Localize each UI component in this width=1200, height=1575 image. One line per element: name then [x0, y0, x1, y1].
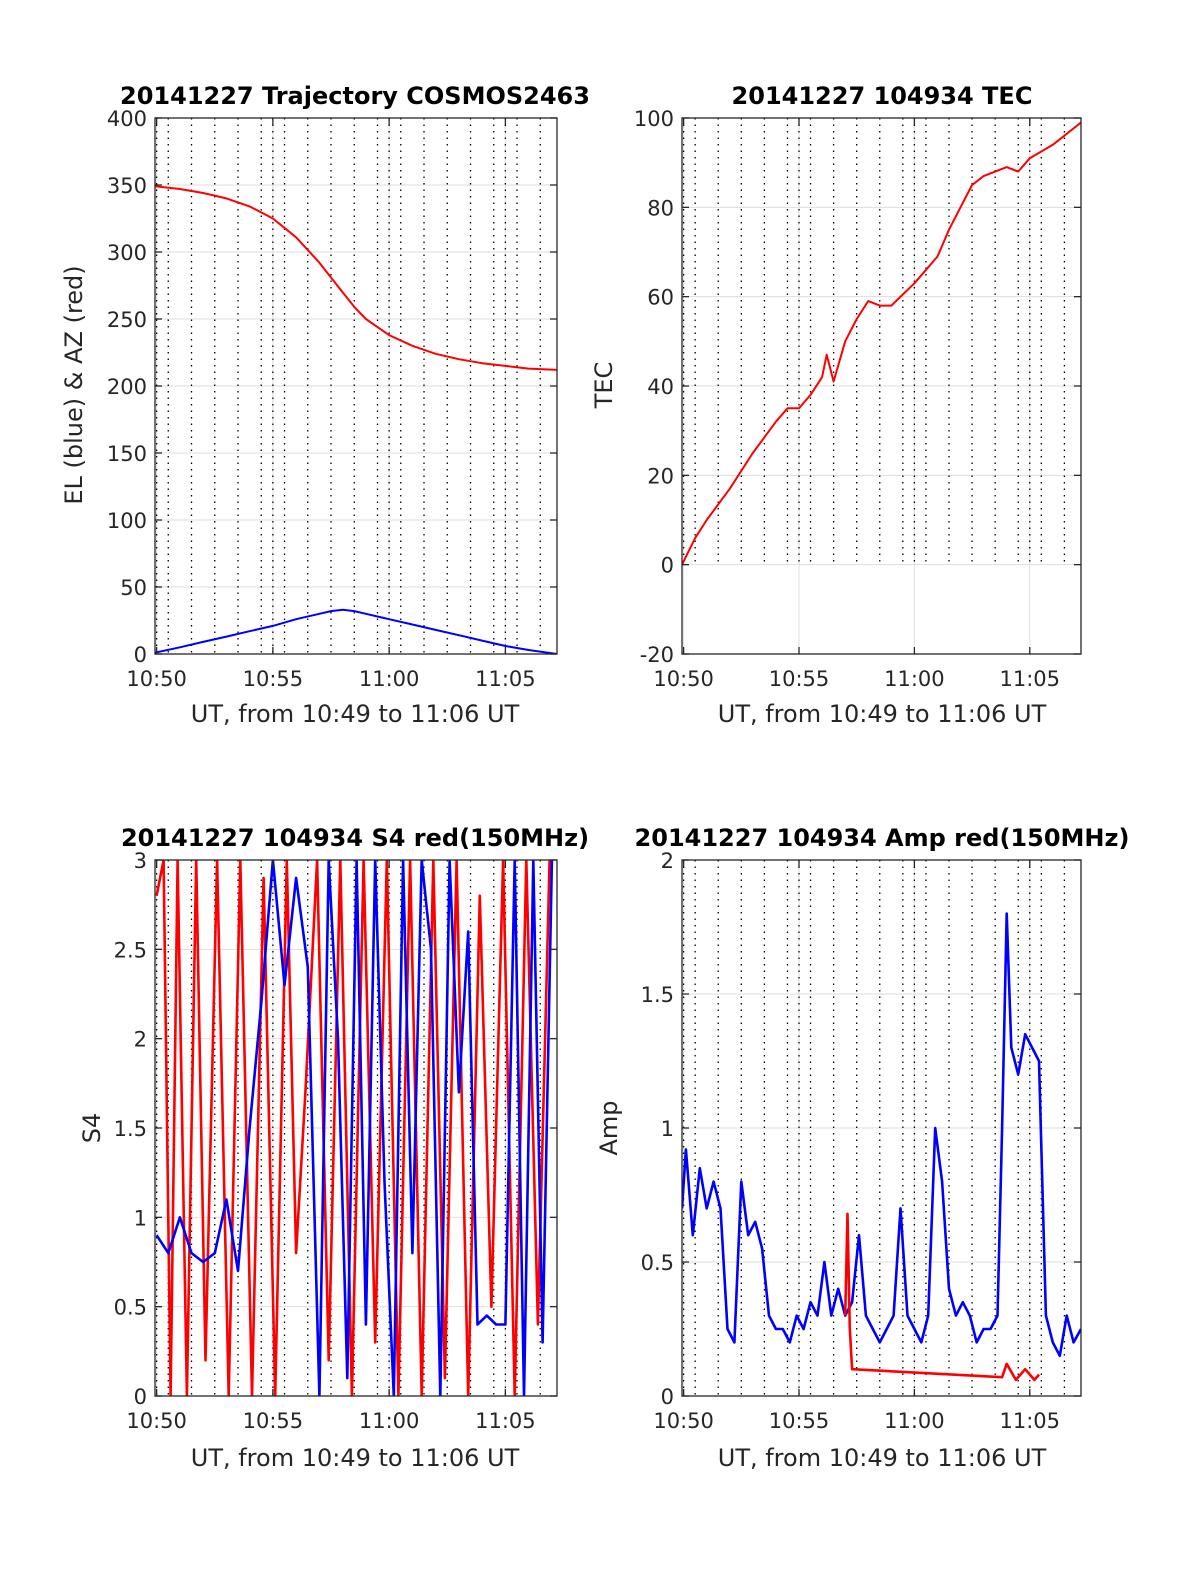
x-tick-label: 11:05 [1000, 667, 1061, 691]
x-tick-label: 10:55 [243, 1409, 304, 1433]
y-tick-label: 100 [107, 509, 147, 533]
y-tick-label: 0.5 [114, 1296, 147, 1320]
y-tick-label: 100 [634, 107, 674, 131]
y-tick-label: -20 [640, 643, 674, 667]
x-tick-label: 10:55 [769, 1409, 830, 1433]
series-line-0 [155, 185, 557, 371]
y-tick-label: 80 [647, 196, 674, 220]
x-tick-label: 11:05 [1000, 1409, 1061, 1433]
y-tick-label: 0 [661, 554, 674, 578]
y-tick-label: 50 [120, 576, 147, 600]
x-tick-label: 10:50 [126, 667, 187, 691]
x-axis-label: UT, from 10:49 to 11:06 UT [191, 700, 520, 728]
y-tick-label: 400 [107, 107, 147, 131]
x-tick-label: 10:50 [653, 1409, 714, 1433]
chart-title: 20141227 Trajectory COSMOS2463 [120, 82, 590, 110]
x-tick-label: 10:55 [243, 667, 304, 691]
chart-title: 20141227 104934 TEC [732, 82, 1033, 110]
panel-tec: 20141227 104934 TEC TEC UT, from 10:49 t… [590, 82, 1082, 728]
y-tick-label: 20 [647, 464, 674, 488]
series-line-0 [682, 912, 1081, 1358]
x-axis-label: UT, from 10:49 to 11:06 UT [191, 1444, 520, 1472]
x-tick-label: 11:05 [475, 1409, 536, 1433]
y-tick-label: 200 [107, 375, 147, 399]
chart-title: 20141227 104934 S4 red(150MHz) [121, 824, 589, 852]
chart-title: 20141227 104934 Amp red(150MHz) [635, 824, 1130, 852]
y-tick-label: 250 [107, 308, 147, 332]
x-tick-label: 11:00 [884, 1409, 945, 1433]
panel-trajectory: 20141227 Trajectory COSMOS2463 EL (blue)… [60, 82, 590, 728]
x-tick-label: 11:05 [475, 667, 536, 691]
y-tick-label: 0 [134, 643, 147, 667]
y-tick-label: 40 [647, 375, 674, 399]
y-tick-label: 3 [134, 849, 147, 873]
y-axis-label: Amp [595, 1100, 623, 1155]
y-tick-label: 1 [661, 1117, 674, 1141]
y-tick-label: 0 [134, 1385, 147, 1409]
series-line-0 [155, 860, 551, 1396]
series-line-1 [843, 1212, 1040, 1382]
x-tick-label: 11:00 [359, 1409, 420, 1433]
series-line-1 [155, 860, 554, 1396]
series-line-0 [682, 121, 1081, 566]
y-tick-label: 2.5 [114, 938, 147, 962]
panel-amp: 20141227 104934 Amp red(150MHz) Amp UT, … [595, 824, 1129, 1472]
y-tick-label: 150 [107, 442, 147, 466]
y-axis-label: TEC [590, 362, 618, 410]
y-axis-label: EL (blue) & AZ (red) [60, 265, 88, 504]
y-tick-label: 1 [134, 1206, 147, 1230]
y-tick-label: 1.5 [114, 1117, 147, 1141]
y-tick-label: 300 [107, 241, 147, 265]
y-tick-label: 1.5 [641, 983, 674, 1007]
x-tick-label: 11:00 [884, 667, 945, 691]
y-tick-label: 60 [647, 286, 674, 310]
y-tick-label: 2 [661, 849, 674, 873]
x-axis-label: UT, from 10:49 to 11:06 UT [718, 1444, 1047, 1472]
x-tick-label: 10:55 [769, 667, 830, 691]
y-tick-label: 2 [134, 1028, 147, 1052]
y-tick-label: 0.5 [641, 1251, 674, 1275]
x-axis-label: UT, from 10:49 to 11:06 UT [718, 700, 1047, 728]
y-axis-label: S4 [78, 1113, 106, 1144]
panel-s4: 20141227 104934 S4 red(150MHz) S4 UT, fr… [78, 824, 589, 1472]
x-tick-label: 10:50 [126, 1409, 187, 1433]
series-line-1 [155, 608, 557, 654]
y-tick-label: 350 [107, 174, 147, 198]
y-tick-label: 0 [661, 1385, 674, 1409]
x-tick-label: 10:50 [653, 667, 714, 691]
x-tick-label: 11:00 [359, 667, 420, 691]
